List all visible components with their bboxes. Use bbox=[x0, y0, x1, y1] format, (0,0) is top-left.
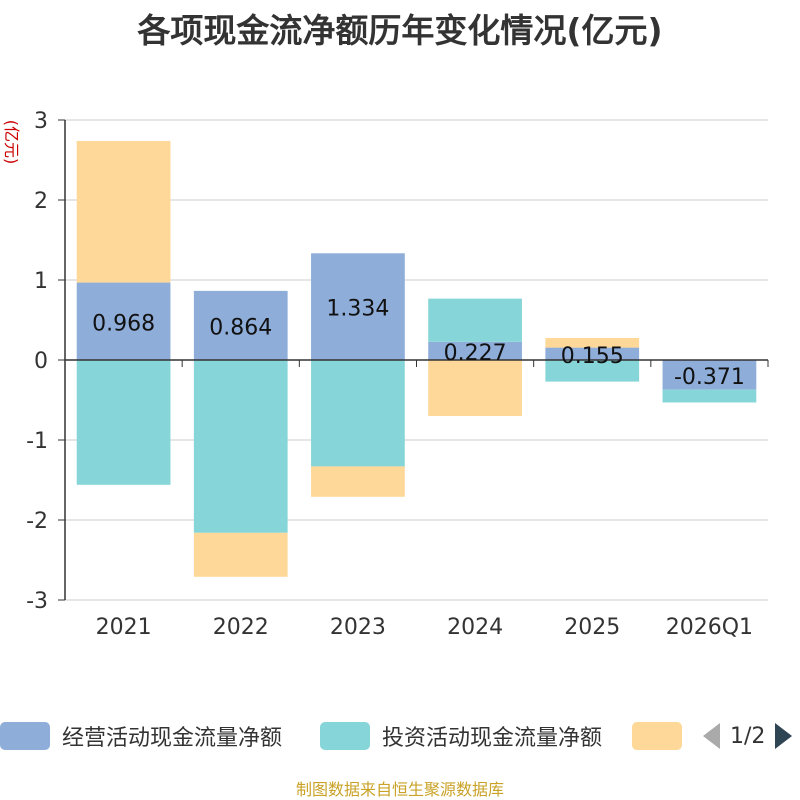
bar-series0-2023 bbox=[311, 253, 405, 360]
bar-series0-2025 bbox=[545, 347, 640, 360]
bar-series0-2022 bbox=[193, 290, 288, 360]
y-tick-label: 3 bbox=[34, 109, 48, 134]
legend: 经营活动现金流量净额 投资活动现金流量净额 1/2 bbox=[0, 716, 800, 756]
bar-series1-2026Q1 bbox=[662, 389, 757, 403]
bar-series0-2026Q1 bbox=[662, 360, 757, 390]
x-category-label: 2021 bbox=[96, 615, 152, 640]
bar-series2-2022 bbox=[193, 532, 288, 577]
y-tick-label: -1 bbox=[26, 429, 48, 454]
legend-swatch-operating bbox=[0, 722, 50, 750]
legend-swatch-third bbox=[632, 722, 682, 750]
y-tick-label: 1 bbox=[34, 269, 48, 294]
bar-series0-2024 bbox=[428, 341, 522, 360]
x-category-label: 2026Q1 bbox=[666, 615, 753, 640]
x-category-label: 2025 bbox=[564, 615, 620, 640]
bar-series2-2024 bbox=[428, 360, 522, 416]
y-tick-label: 2 bbox=[34, 189, 48, 214]
bar-series2-2021 bbox=[76, 140, 171, 283]
bar-series2-2025 bbox=[545, 338, 640, 348]
data-label: -0.371 bbox=[674, 365, 745, 390]
bar-series1-2022 bbox=[193, 360, 288, 533]
data-source-note: 制图数据来自恒生聚源数据库 bbox=[295, 780, 504, 799]
y-tick-label: -3 bbox=[26, 589, 48, 614]
data-label: 0.155 bbox=[561, 344, 624, 369]
y-tick-label: 0 bbox=[34, 349, 48, 374]
bar-series1-2021 bbox=[76, 360, 171, 485]
bar-series1-2023 bbox=[311, 360, 405, 467]
x-category-label: 2022 bbox=[213, 615, 269, 640]
legend-prev-arrow-icon[interactable] bbox=[703, 723, 720, 749]
legend-label-investing: 投资活动现金流量净额 bbox=[382, 726, 603, 751]
legend-item-investing[interactable]: 投资活动现金流量净额 bbox=[320, 716, 602, 756]
legend-page-indicator: 1/2 bbox=[730, 723, 766, 749]
data-label: 1.334 bbox=[326, 297, 389, 322]
y-axis-unit-label: (亿元) bbox=[2, 120, 21, 165]
x-category-label: 2023 bbox=[330, 615, 386, 640]
chart-title: 各项现金流净额历年变化情况(亿元) bbox=[137, 11, 663, 50]
legend-label-operating: 经营活动现金流量净额 bbox=[62, 726, 283, 751]
legend-swatch-investing bbox=[320, 722, 370, 750]
bar-series1-2025 bbox=[545, 360, 640, 382]
y-tick-label: -2 bbox=[26, 509, 48, 534]
bar-series2-2023 bbox=[311, 466, 405, 497]
legend-next-arrow-icon[interactable] bbox=[775, 723, 793, 749]
data-label: 0.968 bbox=[92, 311, 155, 336]
legend-item-third[interactable] bbox=[632, 716, 682, 756]
data-label: 0.864 bbox=[209, 315, 272, 340]
data-label: 0.227 bbox=[444, 341, 507, 366]
legend-item-operating[interactable]: 经营活动现金流量净额 bbox=[0, 716, 282, 756]
legend-pager: 1/2 bbox=[703, 716, 793, 756]
bar-series1-2024 bbox=[428, 298, 522, 342]
x-category-label: 2024 bbox=[447, 615, 503, 640]
bar-series0-2021 bbox=[76, 282, 171, 360]
